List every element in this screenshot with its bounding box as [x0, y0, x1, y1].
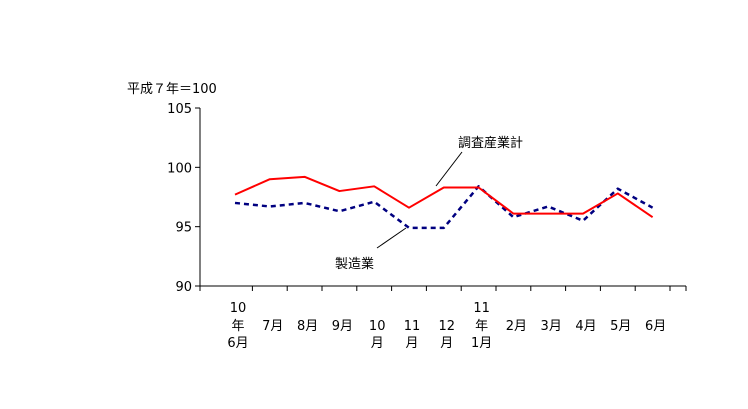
y-tick-label: 95 — [175, 221, 192, 236]
y-tick-label: 90 — [175, 280, 192, 295]
x-tick-label: 6月 — [227, 336, 248, 351]
x-tick-label: 7月 — [262, 319, 283, 334]
x-tick-label: 6月 — [645, 319, 666, 334]
x-axis: 10 年 6月 7月 8月 9月 10 月 11 月 12 月 11 年 1月 2月 3月 4月 5月 6月 — [199, 285, 687, 351]
annotation-leader-line — [435, 151, 463, 187]
y-tick-label: 100 — [167, 161, 192, 176]
y-tick-label: 105 — [167, 102, 192, 117]
y-axis: 90 95 100 105 — [167, 102, 201, 295]
x-tick-label: 12 — [439, 319, 456, 334]
x-tick-label: 5月 — [610, 319, 631, 334]
x-tick-label: 8月 — [297, 319, 318, 334]
x-tick-label: 年 — [231, 319, 244, 334]
series-label-all-industries: 調査産業計 — [458, 135, 523, 151]
annotation-leader-line — [376, 227, 407, 249]
x-tick-label: 9月 — [332, 319, 353, 334]
x-tick-label: 月 — [371, 336, 384, 351]
series-layer — [234, 175, 654, 230]
x-tick-label: 年 — [475, 319, 488, 334]
x-tick-label: 10 — [369, 319, 386, 334]
series-label-manufacturing: 製造業 — [335, 256, 374, 272]
series-line-0 — [234, 175, 654, 218]
x-tick-label: 3月 — [541, 319, 562, 334]
series-line-1 — [234, 185, 654, 230]
x-tick-label: 10 — [230, 301, 247, 316]
x-tick-label: 2月 — [506, 319, 527, 334]
y-axis-label: 平成７年＝100 — [127, 82, 217, 97]
x-tick-label: 1月 — [471, 336, 492, 351]
x-tick-label: 11 — [473, 301, 490, 316]
x-tick-label: 月 — [405, 336, 418, 351]
x-tick-label: 11 — [404, 319, 421, 334]
x-tick-label: 4月 — [575, 319, 596, 334]
x-tick-label: 月 — [440, 336, 453, 351]
